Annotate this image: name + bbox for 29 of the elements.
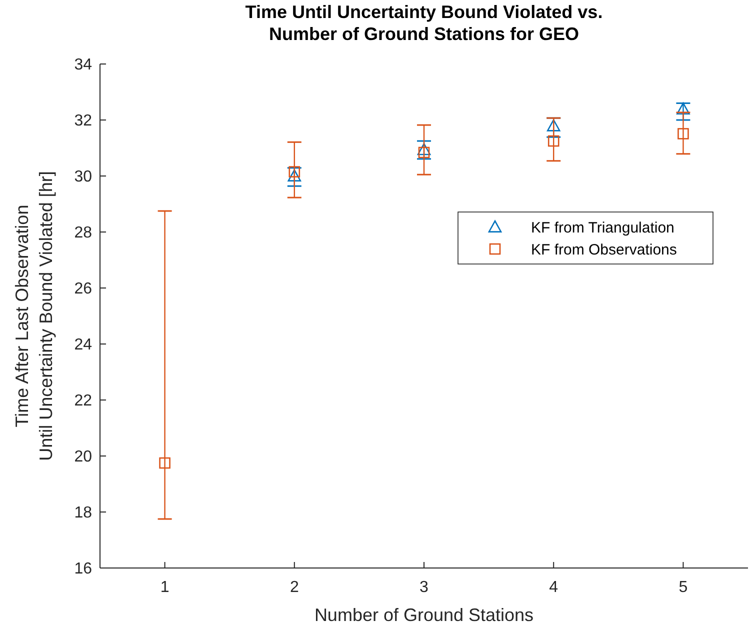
- point: [418, 146, 430, 158]
- point: [676, 102, 690, 115]
- chart-title: Time Until Uncertainty Bound Violated vs. Number of Ground Stations for GEO: [245, 2, 603, 44]
- x-tick-label: 4: [549, 579, 558, 596]
- point: [546, 119, 560, 132]
- y-tick-label: 18: [74, 504, 92, 522]
- legend-label: KF from Triangulation: [531, 219, 674, 236]
- x-axis-title: Number of Ground Stations: [314, 605, 534, 625]
- y-tick-label: 32: [74, 112, 92, 130]
- y-tick-label: 24: [74, 336, 92, 354]
- x-tick-label: 5: [678, 579, 688, 596]
- y-axis-title: Time After Last Observation Until Uncertainty Bound Violated [hr]: [12, 171, 56, 461]
- y-tick-label: 34: [74, 56, 92, 74]
- point: [288, 169, 302, 182]
- legend-label: KF from Observations: [531, 241, 677, 258]
- y-tick-label: 22: [74, 392, 92, 410]
- y-tick-label: 16: [74, 560, 92, 578]
- x-tick-label: 1: [160, 579, 170, 596]
- point: [678, 128, 689, 140]
- y-tick-label: 26: [74, 280, 92, 298]
- y-tick-label: 20: [74, 448, 92, 466]
- x-tick-label: 3: [420, 579, 429, 596]
- y-tick-label: 30: [74, 168, 92, 186]
- x-tick-label: 2: [290, 579, 299, 596]
- point: [288, 166, 300, 178]
- point: [548, 135, 560, 147]
- point: [417, 143, 431, 156]
- y-tick-label: 28: [74, 224, 92, 242]
- point: [159, 457, 170, 469]
